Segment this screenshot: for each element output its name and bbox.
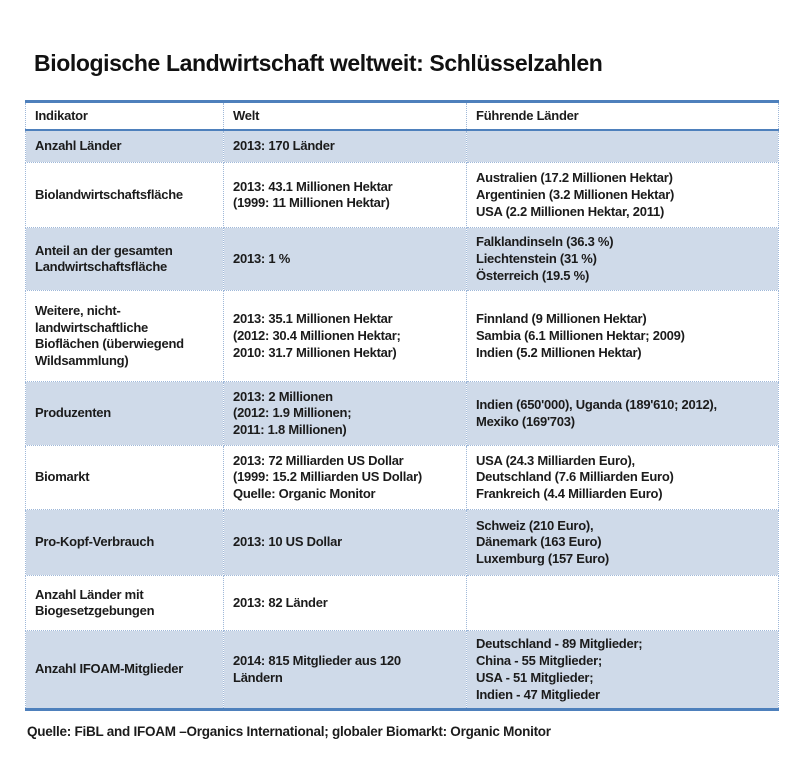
key-figures-table: Indikator Welt Führende Länder Anzahl Lä… bbox=[25, 100, 779, 712]
table-row: Pro-Kopf-Verbrauch 2013: 10 US Dollar Sc… bbox=[25, 509, 779, 577]
cell-welt: 2013: 82 Länder bbox=[223, 575, 467, 632]
table-body: Anzahl Länder 2013: 170 Länder Biolandwi… bbox=[25, 129, 779, 712]
cell-leaders: Indien (650'000), Uganda (189'610; 2012)… bbox=[466, 381, 779, 447]
column-header-fuehrende-laender: Führende Länder bbox=[466, 100, 779, 131]
cell-welt: 2014: 815 Mitglieder aus 120 Ländern bbox=[223, 630, 467, 712]
cell-leaders: USA (24.3 Milliarden Euro), Deutschland … bbox=[466, 445, 779, 511]
column-header-indikator: Indikator bbox=[25, 100, 224, 131]
cell-indicator: Anzahl Länder mit Biogesetzgebungen bbox=[25, 575, 224, 632]
cell-leaders bbox=[466, 129, 779, 164]
cell-indicator: Weitere, nicht- landwirtschaftliche Biof… bbox=[25, 290, 224, 383]
header-row: Indikator Welt Führende Länder bbox=[25, 100, 779, 131]
source-note: Quelle: FiBL and IFOAM –Organics Interna… bbox=[27, 724, 551, 740]
cell-indicator: Anzahl IFOAM-Mitglieder bbox=[25, 630, 224, 712]
cell-leaders: Australien (17.2 Millionen Hektar) Argen… bbox=[466, 162, 779, 229]
cell-welt: 2013: 35.1 Millionen Hektar (2012: 30.4 … bbox=[223, 290, 467, 383]
table-row: Produzenten 2013: 2 Millionen (2012: 1.9… bbox=[25, 381, 779, 447]
cell-leaders: Finnland (9 Millionen Hektar) Sambia (6.… bbox=[466, 290, 779, 383]
column-header-welt: Welt bbox=[223, 100, 467, 131]
table-row: Anzahl Länder 2013: 170 Länder bbox=[25, 129, 779, 164]
page-title: Biologische Landwirtschaft weltweit: Sch… bbox=[34, 50, 603, 76]
cell-indicator: Anteil an der gesamten Landwirtschaftsfl… bbox=[25, 227, 224, 292]
cell-indicator: Biolandwirtschaftsfläche bbox=[25, 162, 224, 229]
cell-welt: 2013: 2 Millionen (2012: 1.9 Millionen; … bbox=[223, 381, 467, 447]
table-header: Indikator Welt Führende Länder bbox=[25, 100, 779, 131]
table-row: Biolandwirtschaftsfläche 2013: 43.1 Mill… bbox=[25, 162, 779, 229]
cell-indicator: Pro-Kopf-Verbrauch bbox=[25, 509, 224, 577]
cell-welt: 2013: 43.1 Millionen Hektar (1999: 11 Mi… bbox=[223, 162, 467, 229]
table-row: Weitere, nicht- landwirtschaftliche Biof… bbox=[25, 290, 779, 383]
cell-leaders: Schweiz (210 Euro), Dänemark (163 Euro) … bbox=[466, 509, 779, 577]
cell-welt: 2013: 1 % bbox=[223, 227, 467, 292]
cell-indicator: Anzahl Länder bbox=[25, 129, 224, 164]
cell-welt: 2013: 170 Länder bbox=[223, 129, 467, 164]
table-row: Biomarkt 2013: 72 Milliarden US Dollar (… bbox=[25, 445, 779, 511]
cell-leaders: Falklandinseln (36.3 %) Liechtenstein (3… bbox=[466, 227, 779, 292]
cell-welt: 2013: 72 Milliarden US Dollar (1999: 15.… bbox=[223, 445, 467, 511]
table-row: Anteil an der gesamten Landwirtschaftsfl… bbox=[25, 227, 779, 292]
cell-welt: 2013: 10 US Dollar bbox=[223, 509, 467, 577]
cell-leaders: Deutschland - 89 Mitglieder; China - 55 … bbox=[466, 630, 779, 712]
cell-indicator: Biomarkt bbox=[25, 445, 224, 511]
cell-indicator: Produzenten bbox=[25, 381, 224, 447]
table-row: Anzahl Länder mit Biogesetzgebungen 2013… bbox=[25, 575, 779, 632]
table-row: Anzahl IFOAM-Mitglieder 2014: 815 Mitgli… bbox=[25, 630, 779, 712]
cell-leaders bbox=[466, 575, 779, 632]
